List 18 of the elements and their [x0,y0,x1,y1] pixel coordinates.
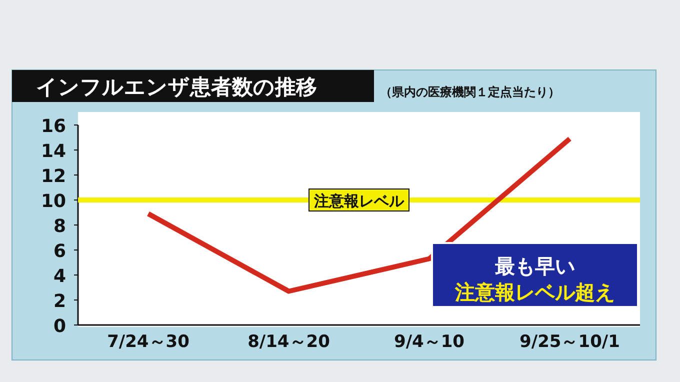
y-tick-label: 4 [53,266,66,287]
x-tick-label: 9/25～10/1 [520,332,620,352]
y-tick-label: 0 [53,316,66,337]
y-tick-label: 10 [40,191,66,212]
y-tick-label: 16 [40,116,66,137]
y-tick-label: 6 [53,241,66,262]
y-tick-label: 14 [40,141,66,162]
y-tick-label: 12 [40,166,66,187]
chart-title: インフルエンザ患者数の推移 [36,75,317,99]
x-tick-label: 8/14～20 [248,332,330,352]
annotation: 注意報レベル超え [454,280,615,304]
chart-subtitle: （県内の医療機関１定点当たり） [380,85,560,99]
x-tick-label: 7/24～30 [107,332,190,352]
y-tick-label: 2 [53,291,66,312]
annotation: 最も早い [494,254,575,278]
ref-line-label: 注意報レベル [313,192,405,210]
x-tick-label: 9/4～10 [394,332,465,352]
y-tick-label: 8 [53,216,66,237]
